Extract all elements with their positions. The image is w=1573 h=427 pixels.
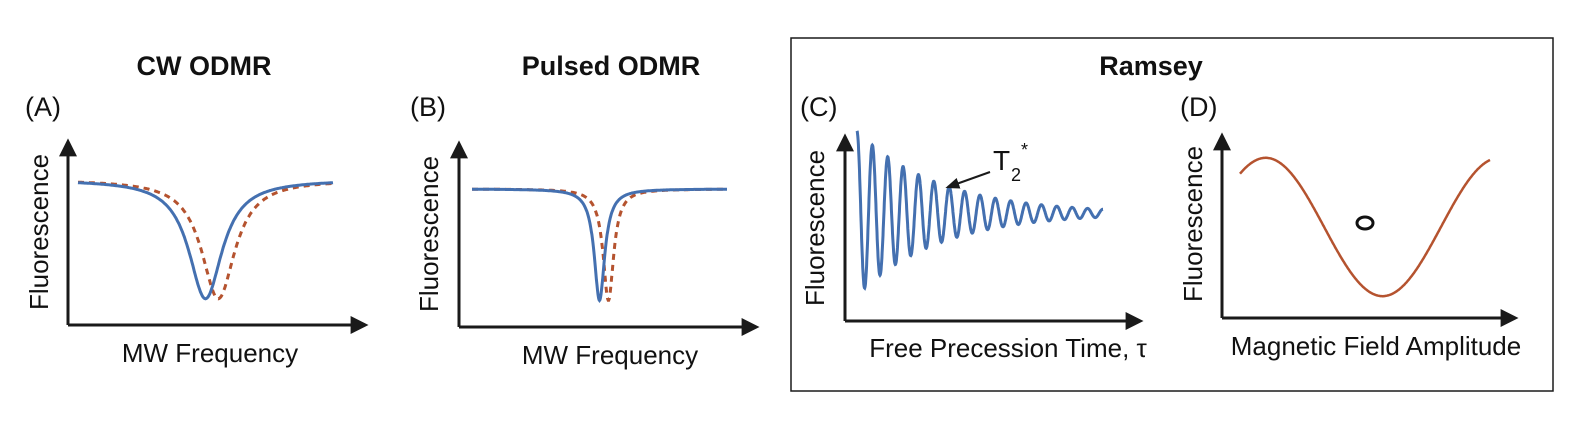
panel-a-series-solid bbox=[77, 181, 334, 301]
ramsey-group-title: Ramsey bbox=[1099, 51, 1203, 81]
panel-b-series-solid bbox=[472, 187, 727, 303]
panel-b-x-label: MW Frequency bbox=[522, 340, 698, 370]
panel-c: (C) Fluorescence Free Precession Time, τ… bbox=[800, 92, 1148, 363]
panel-c-series bbox=[855, 130, 1104, 291]
panel-a-series-dashed bbox=[78, 180, 333, 301]
panel-d-series bbox=[1239, 156, 1491, 298]
panel-d-x-label: Magnetic Field Amplitude bbox=[1231, 331, 1521, 361]
t2-annotation-subscript: 2 bbox=[1011, 165, 1021, 185]
panel-d-y-label: Fluorescence bbox=[1178, 146, 1208, 302]
panel-a-x-label: MW Frequency bbox=[122, 338, 298, 368]
panel-b-letter: (B) bbox=[410, 92, 446, 122]
t2-annotation-superscript: * bbox=[1021, 140, 1028, 160]
panel-a: CW ODMR (A) Fluorescence MW Frequency bbox=[24, 51, 369, 368]
ramsey-group-box bbox=[790, 37, 1554, 392]
panel-b-title: Pulsed ODMR bbox=[522, 51, 701, 81]
panel-d-operating-point-marker bbox=[1355, 215, 1375, 231]
panel-b: Pulsed ODMR (B) Fluorescence MW Frequenc… bbox=[410, 51, 760, 370]
panel-c-x-label: Free Precession Time, τ bbox=[869, 333, 1147, 363]
panel-c-y-label: Fluorescence bbox=[800, 150, 830, 306]
panel-a-letter: (A) bbox=[25, 92, 61, 122]
panel-a-y-label: Fluorescence bbox=[24, 154, 54, 310]
panel-b-y-label: Fluorescence bbox=[414, 156, 444, 312]
t2-annotation-label: T bbox=[993, 145, 1010, 176]
t2-annotation-arrow bbox=[945, 171, 991, 189]
panel-c-letter: (C) bbox=[800, 92, 837, 122]
panel-b-series-dashed bbox=[472, 187, 727, 302]
panel-a-title: CW ODMR bbox=[137, 51, 272, 81]
panel-d-letter: (D) bbox=[1180, 92, 1217, 122]
panel-d: (D) Fluorescence Magnetic Field Amplitud… bbox=[1178, 92, 1521, 361]
